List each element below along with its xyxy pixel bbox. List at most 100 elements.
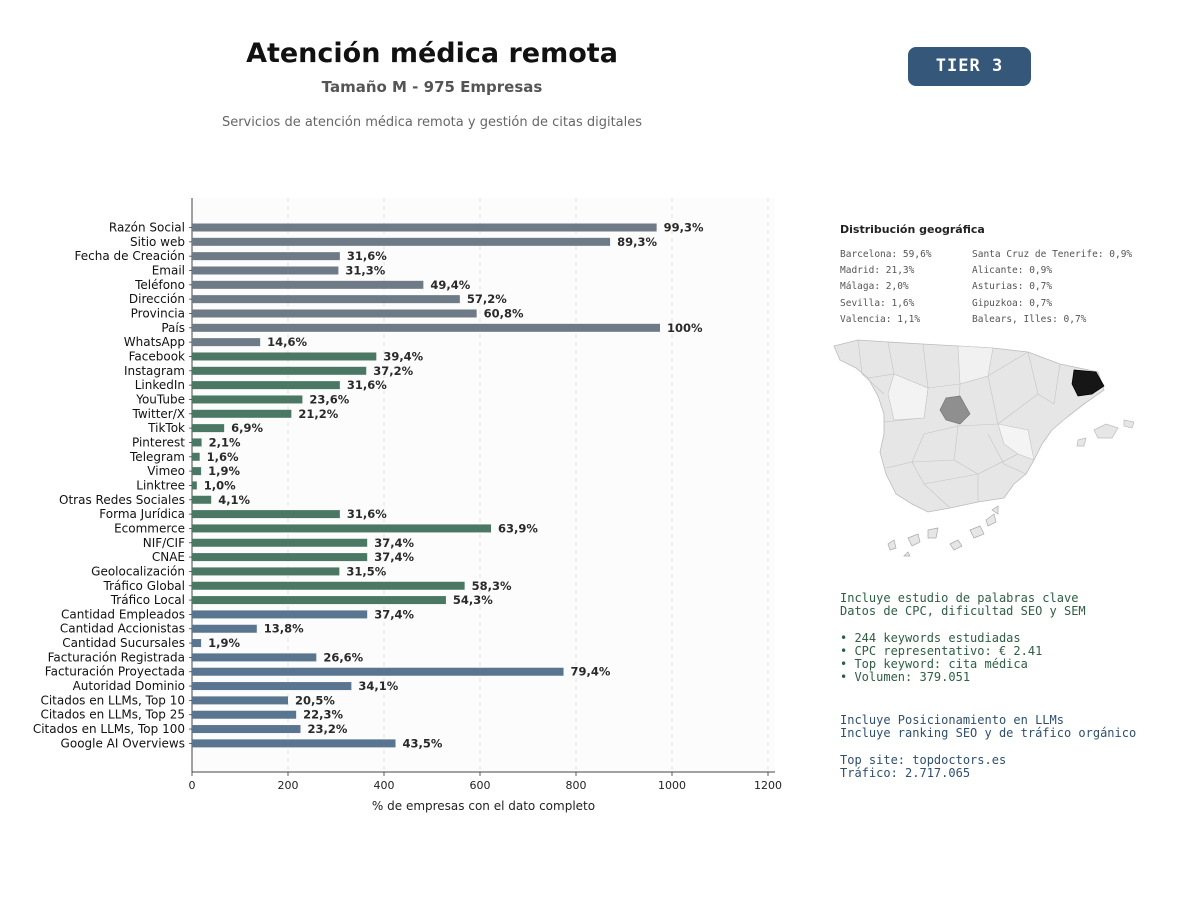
bar bbox=[192, 725, 301, 734]
data-label: 57,2% bbox=[467, 292, 507, 306]
y-tick-label: País bbox=[161, 321, 185, 335]
y-tick-label: Cantidad Sucursales bbox=[62, 636, 185, 650]
data-label: 4,1% bbox=[218, 493, 250, 507]
y-tick-label: Provincia bbox=[131, 306, 185, 320]
bar-chart: 0 200 400 600 800 1000 1200 Razón Social 99,3% Si… bbox=[33, 198, 782, 790]
y-tick-label: Forma Jurídica bbox=[99, 507, 185, 521]
data-label: 31,6% bbox=[347, 507, 387, 521]
data-label: 34,1% bbox=[358, 679, 398, 693]
y-tick-label: Cantidad Accionistas bbox=[60, 622, 185, 636]
bar bbox=[192, 381, 340, 390]
bar bbox=[192, 481, 197, 490]
bar bbox=[192, 323, 660, 332]
keywords-bullet: • 244 keywords estudiadas bbox=[840, 630, 1021, 645]
tier-badge: TIER 3 bbox=[908, 47, 1031, 86]
map-region-light bbox=[887, 373, 929, 421]
bar bbox=[192, 424, 225, 433]
x-tick-label: 800 bbox=[566, 779, 587, 790]
map-canaries bbox=[887, 505, 999, 557]
keywords-bullet: • Top keyword: cita médica bbox=[840, 656, 1028, 671]
y-tick-label: Dirección bbox=[129, 292, 185, 306]
data-label: 43,5% bbox=[403, 736, 443, 750]
bar bbox=[192, 538, 368, 547]
bar bbox=[192, 467, 202, 476]
bar bbox=[192, 581, 465, 590]
x-tick-label: 1200 bbox=[754, 779, 782, 790]
geo-item: Valencia: 1,1% bbox=[840, 313, 921, 325]
geo-list-col2: Santa Cruz de Tenerife: 0,9% Alicante: 0… bbox=[972, 247, 1132, 328]
x-tick-label: 1000 bbox=[658, 779, 686, 790]
llm-line: Top site: topdoctors.es bbox=[840, 752, 1007, 767]
bar bbox=[192, 495, 212, 504]
data-label: 31,6% bbox=[347, 249, 387, 263]
data-label: 31,3% bbox=[345, 263, 385, 277]
y-tick-label: Tráfico Local bbox=[110, 593, 185, 607]
page-subtitle: Tamaño M - 975 Empresas bbox=[321, 78, 543, 96]
bar bbox=[192, 524, 492, 533]
data-label: 99,3% bbox=[664, 221, 704, 235]
y-tick-label: Pinterest bbox=[132, 435, 185, 449]
bar bbox=[192, 452, 200, 461]
data-label: 26,6% bbox=[323, 650, 363, 664]
keywords-line: Incluye estudio de palabras clave bbox=[840, 591, 1079, 605]
data-label: 79,4% bbox=[571, 665, 611, 679]
y-tick-label: Twitter/X bbox=[132, 407, 185, 421]
data-label: 20,5% bbox=[295, 693, 335, 707]
y-tick-label: Email bbox=[152, 263, 185, 277]
y-tick-label: Otras Redes Sociales bbox=[59, 493, 185, 507]
data-label: 37,4% bbox=[374, 536, 414, 550]
geo-item: Alicante: 0,9% bbox=[972, 265, 1053, 277]
y-tick-label: Cantidad Empleados bbox=[61, 607, 185, 621]
y-tick-label: Razón Social bbox=[109, 221, 185, 235]
y-tick-label: WhatsApp bbox=[124, 335, 185, 349]
geo-item: Barcelona: 59,6% bbox=[840, 249, 932, 260]
bar bbox=[192, 596, 446, 605]
y-tick-label: Tráfico Global bbox=[103, 579, 185, 593]
map-balearics bbox=[1076, 437, 1087, 447]
data-label: 21,2% bbox=[298, 407, 338, 421]
plot-area bbox=[192, 198, 775, 772]
bar bbox=[192, 667, 564, 676]
bar bbox=[192, 295, 460, 304]
y-tick-label: Instagram bbox=[124, 364, 185, 378]
x-tick-label: 0 bbox=[189, 779, 196, 790]
bar bbox=[192, 567, 340, 576]
map-balearics bbox=[1123, 419, 1135, 429]
data-label: 1,9% bbox=[208, 464, 240, 478]
bar bbox=[192, 409, 292, 418]
data-label: 58,3% bbox=[472, 579, 512, 593]
data-label: 1,9% bbox=[208, 636, 240, 650]
page-description: Servicios de atención médica remota y ge… bbox=[221, 115, 643, 130]
bar bbox=[192, 266, 339, 275]
data-label: 37,4% bbox=[374, 550, 414, 564]
bar bbox=[192, 510, 340, 519]
bar bbox=[192, 237, 611, 246]
geo-item: Málaga: 2,0% bbox=[840, 281, 909, 293]
y-tick-label: Sitio web bbox=[130, 235, 185, 249]
y-tick-label: Citados en LLMs, Top 100 bbox=[33, 722, 185, 736]
data-label: 14,6% bbox=[267, 335, 307, 349]
llm-line: Incluye ranking SEO y de tráfico orgánic… bbox=[840, 726, 1137, 741]
x-tick-label: 400 bbox=[374, 779, 395, 790]
y-tick-label: TikTok bbox=[147, 421, 185, 435]
spain-map bbox=[833, 339, 1135, 557]
geo-title: Distribución geográfica bbox=[840, 223, 985, 236]
y-tick-label: Fecha de Creación bbox=[75, 249, 185, 263]
llm-line: Incluye Posicionamiento en LLMs bbox=[840, 713, 1064, 727]
bar bbox=[192, 252, 340, 261]
geo-item: Gipuzkoa: 0,7% bbox=[972, 297, 1053, 309]
y-tick-label: Ecommerce bbox=[114, 521, 185, 535]
data-label: 6,9% bbox=[231, 421, 263, 435]
keywords-line: Datos de CPC, dificultad SEO y SEM bbox=[840, 604, 1086, 619]
bar bbox=[192, 710, 297, 719]
x-axis-label: % de empresas con el dato completo bbox=[371, 799, 596, 813]
bar bbox=[192, 352, 377, 361]
geo-item: Sevilla: 1,6% bbox=[840, 297, 915, 309]
map-region-madrid bbox=[939, 395, 971, 425]
data-label: 37,4% bbox=[374, 607, 414, 621]
bar bbox=[192, 553, 368, 562]
y-tick-label: CNAE bbox=[152, 550, 185, 564]
y-tick-label: Google AI Overviews bbox=[61, 736, 185, 750]
y-tick-label: LinkedIn bbox=[135, 378, 185, 392]
data-label: 1,0% bbox=[204, 478, 236, 492]
